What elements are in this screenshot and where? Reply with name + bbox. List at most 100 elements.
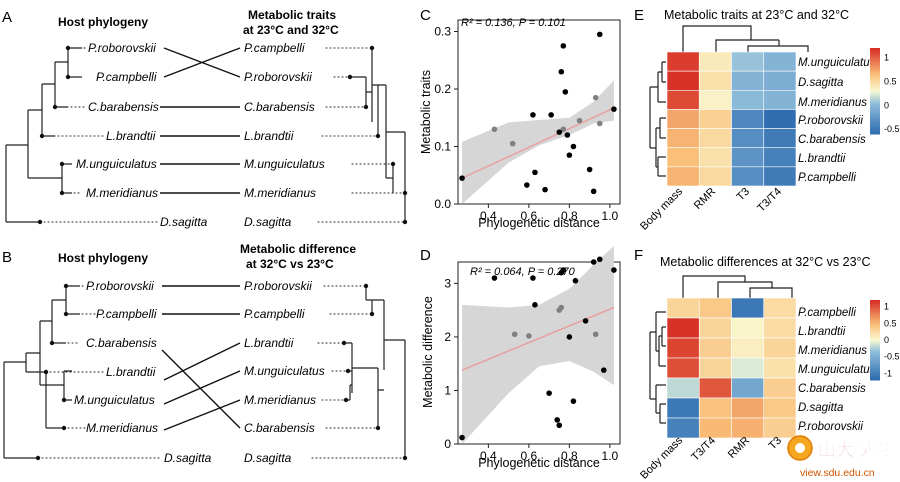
heatmap-cell <box>698 70 732 91</box>
legend-swatch <box>870 93 880 96</box>
heatmap-cell <box>731 317 765 339</box>
legend-swatch <box>870 63 880 66</box>
legend-swatch <box>870 131 880 135</box>
panel-letter-c: C <box>420 7 431 24</box>
legend-swatch <box>870 101 880 105</box>
scatter-point <box>459 434 465 441</box>
panel-a-left-taxon: D.sagitta <box>160 215 208 229</box>
heatmap-f-col-label: Body mass <box>638 434 685 481</box>
heatmap-e-col-label: RMR <box>692 186 718 212</box>
legend-swatch <box>870 58 880 62</box>
legend-swatch <box>870 310 880 313</box>
legend-tick-label: 1 <box>884 302 889 312</box>
scatter-point-gray <box>558 304 565 311</box>
heatmap-cell <box>731 128 765 149</box>
panel-a-left-taxon: M.unguiculatus <box>76 157 157 171</box>
scatter-point <box>491 275 498 281</box>
panel-b-left-taxon: P.campbelli <box>96 307 157 321</box>
heatmap-cell <box>698 377 732 399</box>
scatter-point <box>601 367 607 373</box>
x-tick-label: 0.8 <box>561 449 578 463</box>
panel-a-tip-dots-right <box>347 45 408 225</box>
heatmap-cell <box>666 128 700 149</box>
legend-swatch <box>870 121 880 124</box>
scatter-point <box>558 68 565 75</box>
y-tick-label: 3 <box>444 276 451 290</box>
scatter-point <box>570 143 577 150</box>
heatmap-f-row-label: M.unguiculatus <box>798 364 876 376</box>
panel-a-right-taxon: D.sagitta <box>244 215 292 229</box>
panel-a-associations <box>160 47 241 194</box>
scatter-point <box>542 186 548 193</box>
heatmap-cell <box>698 337 732 359</box>
scatter-point <box>548 112 554 118</box>
scatter-point <box>554 417 561 423</box>
heatmap-cell <box>666 147 700 168</box>
scatter-point <box>572 277 579 284</box>
scatter-point <box>566 152 573 158</box>
scatter-point-gray <box>560 126 567 133</box>
heatmap-cell <box>731 417 765 439</box>
legend-swatch <box>870 65 880 68</box>
heatmap-f-cells <box>666 297 797 439</box>
y-tick-label: 0 <box>444 437 451 451</box>
legend-swatch <box>870 48 880 51</box>
heatmap-e-col-label: Body mass <box>638 185 685 232</box>
legend-swatch <box>870 71 880 75</box>
legend-swatch <box>870 364 880 367</box>
scatter-point <box>562 89 569 95</box>
plot-c-xlabel: Phylogenetic distance <box>478 216 600 230</box>
panel-b-associations <box>161 285 241 431</box>
legend-tick-label: 1 <box>884 53 889 63</box>
legend-swatch <box>870 344 880 347</box>
heatmap-cell <box>666 337 700 359</box>
legend-tick-label: -0.5 <box>884 352 900 362</box>
regression-line <box>461 107 615 179</box>
x-tick-label: 0.6 <box>521 449 538 463</box>
legend-swatch <box>870 73 880 77</box>
heatmap-e-col-label: T3 <box>735 186 753 204</box>
scatter-point <box>532 302 538 308</box>
heatmap-cell <box>763 337 797 359</box>
panel-a-right-taxon: L.brandtii <box>244 129 294 143</box>
heatmap-cell <box>666 51 700 72</box>
panel-b-tip-dots-right <box>341 283 408 461</box>
heatmap-cell <box>698 297 732 319</box>
heatmap-cell <box>763 357 797 379</box>
y-tick-label: 0.3 <box>434 25 451 39</box>
panel-b-right-title-line1: Metabolic difference <box>240 242 356 256</box>
panel-a-right-tree <box>350 48 406 222</box>
legend-swatch <box>870 346 880 349</box>
legend-swatch <box>870 110 880 113</box>
scatter-point <box>596 256 603 263</box>
scatter-point <box>560 267 567 273</box>
legend-swatch <box>870 106 880 109</box>
heatmap-e-col-labels: Body mass RMR T3 T3/T4 <box>638 185 784 232</box>
legend-swatch <box>870 318 880 321</box>
legend-swatch <box>870 97 880 101</box>
legend-swatch <box>870 340 880 343</box>
heatmap-cell <box>763 147 797 168</box>
heatmap-cell <box>731 70 765 91</box>
legend-swatch <box>870 91 880 94</box>
scatter-point <box>596 31 603 38</box>
panel-b-left-tree <box>3 285 80 459</box>
legend-swatch <box>870 52 880 55</box>
legend-swatch <box>870 67 880 70</box>
scatter-point <box>560 43 567 49</box>
heatmap-f-row-label: M.meridianus <box>798 345 867 357</box>
legend-swatch <box>870 356 880 359</box>
scatter-point <box>530 275 536 281</box>
heatmap-f-row-label: C.barabensis <box>798 383 866 395</box>
y-tick-label: 1 <box>444 383 451 397</box>
legend-swatch <box>870 336 880 339</box>
heatmap-e-row-label: P.roborovskii <box>798 115 863 127</box>
heatmap-cell <box>666 166 700 187</box>
legend-swatch <box>870 348 880 351</box>
scatter-point <box>546 390 552 396</box>
x-tick-label: 0.8 <box>561 209 578 223</box>
panel-letter-f: F <box>634 247 643 264</box>
plot-c-ylabel: Metabolic traits <box>419 70 433 154</box>
heatmap-cell <box>698 417 732 439</box>
heatmap-f-legend: 1 0.5 0 -0.5 -1 <box>870 300 900 381</box>
